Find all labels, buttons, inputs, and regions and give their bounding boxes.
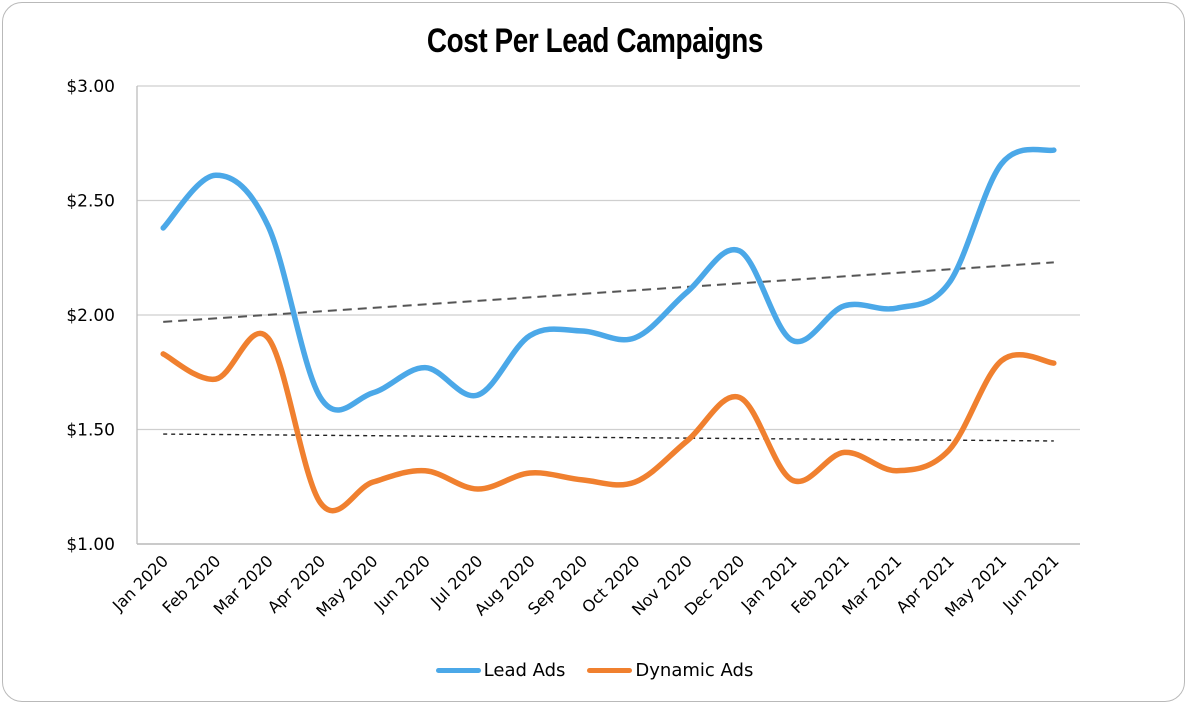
data-point-lead-ads bbox=[579, 328, 585, 334]
data-point-lead-ads bbox=[841, 303, 847, 309]
y-tick-label: $3.00 bbox=[66, 77, 115, 97]
gridlines bbox=[137, 85, 1080, 545]
series-line-lead-ads bbox=[160, 146, 1057, 413]
y-tick-label: $1.50 bbox=[66, 421, 115, 441]
data-point-dynamic-ads bbox=[736, 394, 742, 400]
series-lines bbox=[160, 146, 1057, 514]
data-point-dynamic-ads bbox=[370, 479, 376, 485]
legend-item-lead-ads[interactable]: Lead Ads bbox=[435, 660, 566, 681]
data-point-lead-ads bbox=[789, 337, 795, 343]
data-point-dynamic-ads bbox=[317, 500, 323, 506]
data-point-lead-ads bbox=[894, 305, 900, 311]
data-point-dynamic-ads bbox=[684, 438, 690, 444]
y-axis-ticks: $1.00 $1.50 $2.00 $2.50 $3.00 bbox=[66, 77, 115, 555]
data-point-dynamic-ads bbox=[422, 468, 428, 474]
data-point-dynamic-ads bbox=[789, 477, 795, 483]
y-tick-label: $2.00 bbox=[66, 306, 115, 326]
data-point-lead-ads bbox=[370, 390, 376, 396]
legend-swatch-dynamic-ads bbox=[587, 668, 633, 673]
x-tick-label: Jun 2020 bbox=[370, 551, 434, 615]
trendlines bbox=[163, 261, 1054, 442]
chart-title: Cost Per Lead Campaigns bbox=[426, 22, 763, 60]
data-point-dynamic-ads bbox=[841, 449, 847, 455]
data-point-dynamic-ads bbox=[946, 447, 952, 453]
data-point-dynamic-ads bbox=[213, 376, 219, 382]
y-tick-label: $1.00 bbox=[66, 535, 115, 555]
x-tick-label: Jun 2021 bbox=[998, 551, 1062, 615]
data-point-dynamic-ads bbox=[475, 486, 481, 492]
data-point-dynamic-ads bbox=[579, 477, 585, 483]
data-point-dynamic-ads bbox=[998, 358, 1004, 364]
legend-label: Dynamic Ads bbox=[635, 660, 754, 681]
data-point-lead-ads bbox=[265, 223, 271, 229]
data-point-dynamic-ads bbox=[1051, 360, 1057, 366]
axes bbox=[136, 86, 1080, 545]
legend: Lead Ads Dynamic Ads bbox=[0, 660, 1189, 681]
legend-label: Lead Ads bbox=[483, 660, 566, 681]
data-point-dynamic-ads bbox=[160, 351, 166, 357]
data-point-lead-ads bbox=[1051, 147, 1057, 153]
data-point-dynamic-ads bbox=[894, 468, 900, 474]
data-point-lead-ads bbox=[736, 248, 742, 254]
data-point-dynamic-ads bbox=[632, 479, 638, 485]
data-point-lead-ads bbox=[160, 225, 166, 231]
data-point-lead-ads bbox=[632, 335, 638, 341]
data-point-lead-ads bbox=[684, 289, 690, 295]
data-point-lead-ads bbox=[213, 172, 219, 178]
legend-swatch-lead-ads bbox=[435, 668, 481, 673]
data-point-lead-ads bbox=[317, 394, 323, 400]
data-point-lead-ads bbox=[946, 280, 952, 286]
data-point-lead-ads bbox=[422, 365, 428, 371]
data-point-dynamic-ads bbox=[527, 470, 533, 476]
data-point-lead-ads bbox=[527, 333, 533, 339]
data-point-lead-ads bbox=[998, 161, 1004, 167]
legend-item-dynamic-ads[interactable]: Dynamic Ads bbox=[587, 660, 753, 681]
series-line-dynamic-ads bbox=[160, 330, 1057, 514]
data-point-dynamic-ads bbox=[265, 335, 271, 341]
data-point-lead-ads bbox=[475, 392, 481, 398]
y-tick-label: $2.50 bbox=[66, 192, 115, 212]
trendline-lead-ads bbox=[163, 261, 1054, 323]
